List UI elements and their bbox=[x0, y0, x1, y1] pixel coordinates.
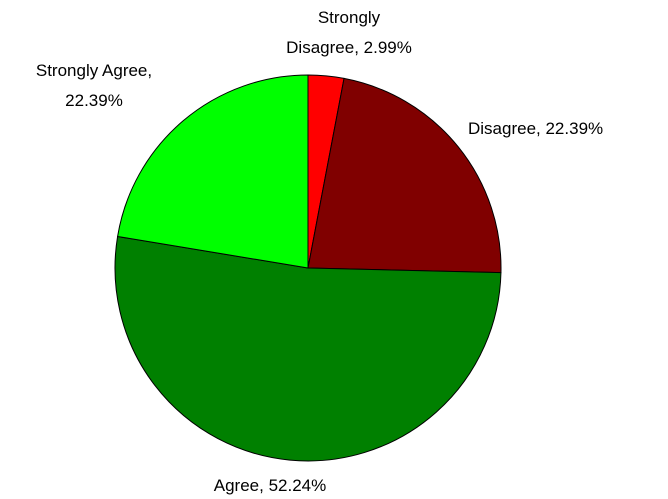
label-strongly-disagree-line2: Disagree, 2.99% bbox=[286, 38, 412, 57]
label-strongly-disagree-line1: Strongly bbox=[318, 8, 381, 27]
pie-slice-strongly-agree bbox=[117, 74, 309, 269]
label-disagree: Disagree, 22.39% bbox=[468, 119, 603, 138]
slice-labels: Strongly Disagree, 2.99% Disagree, 22.39… bbox=[36, 8, 603, 495]
label-agree: Agree, 52.24% bbox=[214, 476, 326, 495]
pie-slice-agree bbox=[114, 235, 502, 462]
label-strongly-agree-line1: Strongly Agree, bbox=[36, 61, 152, 80]
pie-slices bbox=[114, 74, 502, 462]
label-strongly-agree-line2: 22.39% bbox=[65, 91, 123, 110]
pie-slice-disagree bbox=[307, 77, 502, 274]
